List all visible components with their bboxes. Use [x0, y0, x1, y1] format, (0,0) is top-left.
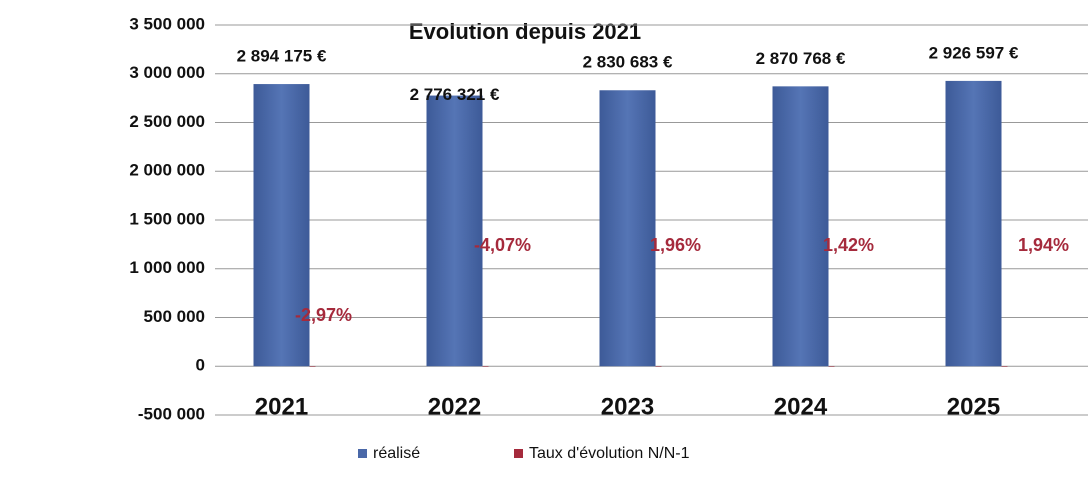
x-tick-label: 2021 [255, 393, 308, 420]
y-tick-label: 500 000 [144, 307, 205, 326]
rate-label: 1,42% [823, 235, 874, 255]
rate-label: -2,97% [295, 305, 352, 325]
bar [426, 95, 483, 367]
bar [772, 86, 829, 367]
rate-label: -4,07% [474, 235, 531, 255]
x-tick-label: 2022 [428, 393, 481, 420]
rate-bar [828, 366, 835, 367]
y-tick-label: 2 500 000 [129, 112, 205, 131]
y-tick-label: 3 000 000 [129, 63, 205, 82]
legend-label: Taux d'évolution N/N-1 [529, 445, 690, 462]
y-tick-label: 1 000 000 [129, 258, 205, 277]
rate-label: 1,96% [650, 235, 701, 255]
bar-value-label: 2 894 175 € [237, 47, 327, 66]
bar-value-label: 2 776 321 € [410, 85, 500, 104]
y-tick-label: 2 000 000 [129, 161, 205, 180]
chart-title: Evolution depuis 2021 [409, 19, 641, 44]
bar [599, 90, 656, 367]
bar [945, 80, 1002, 367]
x-tick-label: 2025 [947, 393, 1000, 420]
rate-bar [655, 366, 662, 367]
legend-swatch [358, 449, 367, 458]
bar-value-label: 2 830 683 € [583, 53, 673, 72]
rate-bar [309, 366, 316, 367]
bar-value-label: 2 926 597 € [929, 43, 1019, 62]
legend-swatch [514, 449, 523, 458]
x-tick-label: 2024 [774, 393, 828, 420]
legend-label: réalisé [373, 445, 420, 462]
rate-bar [482, 366, 489, 367]
y-tick-label: 1 500 000 [129, 209, 205, 228]
y-tick-label: 3 500 000 [129, 14, 205, 33]
rate-label: 1,94% [1018, 235, 1069, 255]
y-tick-label: -500 000 [138, 404, 205, 423]
rate-bar [1001, 366, 1008, 367]
x-tick-label: 2023 [601, 393, 654, 420]
y-tick-label: 0 [196, 356, 205, 375]
bar [253, 84, 310, 367]
bar-value-label: 2 870 768 € [756, 49, 846, 68]
